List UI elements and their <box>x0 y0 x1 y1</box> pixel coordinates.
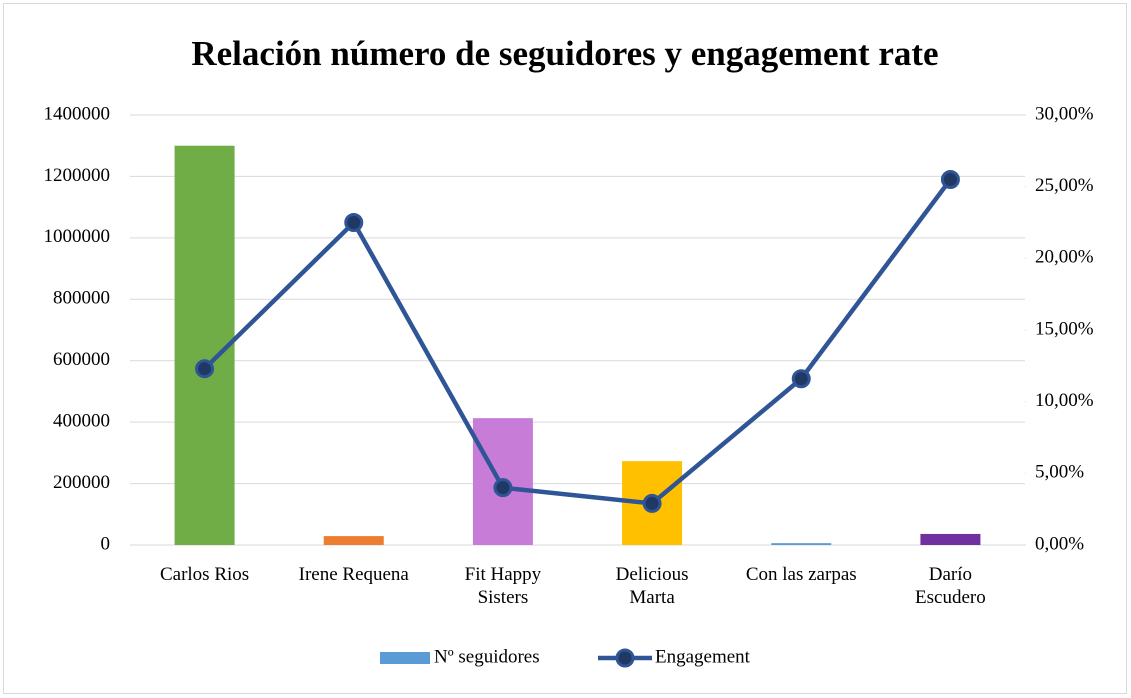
bar <box>771 543 832 545</box>
bar <box>920 533 981 545</box>
y-tick-label: 0 <box>101 533 111 554</box>
y2-tick-label: 15,00% <box>1035 318 1094 339</box>
bar <box>323 536 384 545</box>
y2-tick-label: 30,00% <box>1035 103 1094 124</box>
line <box>203 178 953 506</box>
line-marker <box>344 213 364 232</box>
line-marker <box>195 359 215 379</box>
y2-tick-label: 0,00% <box>1035 533 1084 554</box>
x-tick-label: Fit Happy Sisters <box>464 564 542 608</box>
x-tick-label: Irene Requena <box>298 564 409 585</box>
y2-tick-label: 20,00% <box>1035 247 1094 268</box>
x-tick-label: Carlos Rios <box>159 564 250 585</box>
legend-marker <box>615 648 635 668</box>
legend-swatch <box>380 652 430 664</box>
line-marker <box>642 493 662 513</box>
x-tick-label: Darío Escudero <box>915 564 986 608</box>
bar <box>174 145 235 545</box>
x-tick-label: Delicious Marta <box>615 564 689 608</box>
y-tick-label: 1200000 <box>44 165 111 186</box>
x-tick-label: Con las zarpas <box>745 564 857 585</box>
y-tick-label: 1000000 <box>44 226 111 247</box>
y-tick-label: 800000 <box>53 288 110 309</box>
y2-tick-label: 5,00% <box>1035 462 1084 483</box>
line-marker <box>493 478 513 498</box>
y2-tick-label: 25,00% <box>1035 175 1094 196</box>
legend-label: Nº seguidores <box>434 646 540 667</box>
line-marker <box>791 369 811 389</box>
y-tick-label: 600000 <box>53 349 110 370</box>
y-tick-label: 200000 <box>53 472 110 493</box>
chart-title: Relación número de seguidores y engageme… <box>191 34 938 73</box>
legend-label: Engagement <box>655 646 751 667</box>
y-tick-label: 400000 <box>53 411 110 432</box>
y2-tick-label: 10,00% <box>1035 390 1094 411</box>
y-tick-label: 1400000 <box>44 103 111 124</box>
line-marker <box>940 170 960 189</box>
